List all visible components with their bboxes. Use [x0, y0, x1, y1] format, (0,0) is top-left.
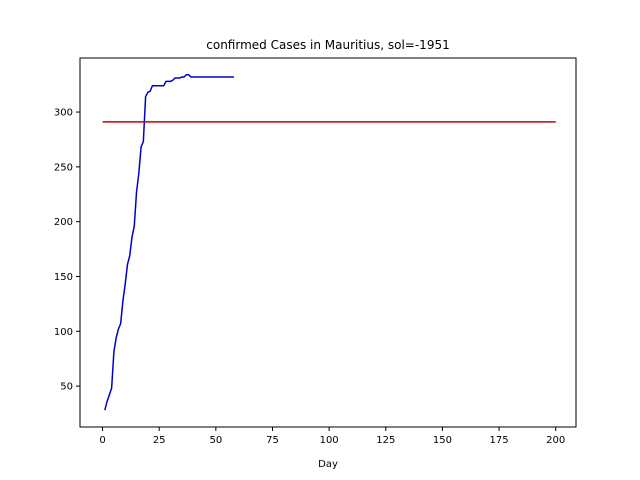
x-tick-label: 25 [153, 435, 166, 446]
x-tick-label: 75 [266, 435, 279, 446]
x-tick-label: 125 [376, 435, 395, 446]
x-tick-label: 100 [320, 435, 339, 446]
x-tick-label: 175 [490, 435, 509, 446]
x-axis-label: Day [318, 459, 338, 470]
y-tick-label: 300 [54, 108, 73, 119]
y-tick-label: 150 [54, 272, 73, 283]
series-line-0 [104, 74, 234, 411]
y-tick-label: 100 [54, 327, 73, 338]
x-tick-label: 0 [99, 435, 105, 446]
x-axis: 0 25 50 75 100 125 150 175 200 [99, 427, 565, 446]
plot-area [102, 74, 556, 411]
plot-frame [79, 57, 577, 428]
y-tick-label: 50 [60, 382, 73, 393]
y-tick-label: 200 [54, 217, 73, 228]
x-tick-label: 50 [209, 435, 222, 446]
x-tick-label: 200 [546, 435, 565, 446]
chart-title: confirmed Cases in Mauritius, sol=-1951 [206, 38, 449, 52]
y-tick-label: 250 [54, 162, 73, 173]
y-axis: 50 100 150 200 250 300 [54, 108, 80, 393]
x-tick-label: 150 [433, 435, 452, 446]
